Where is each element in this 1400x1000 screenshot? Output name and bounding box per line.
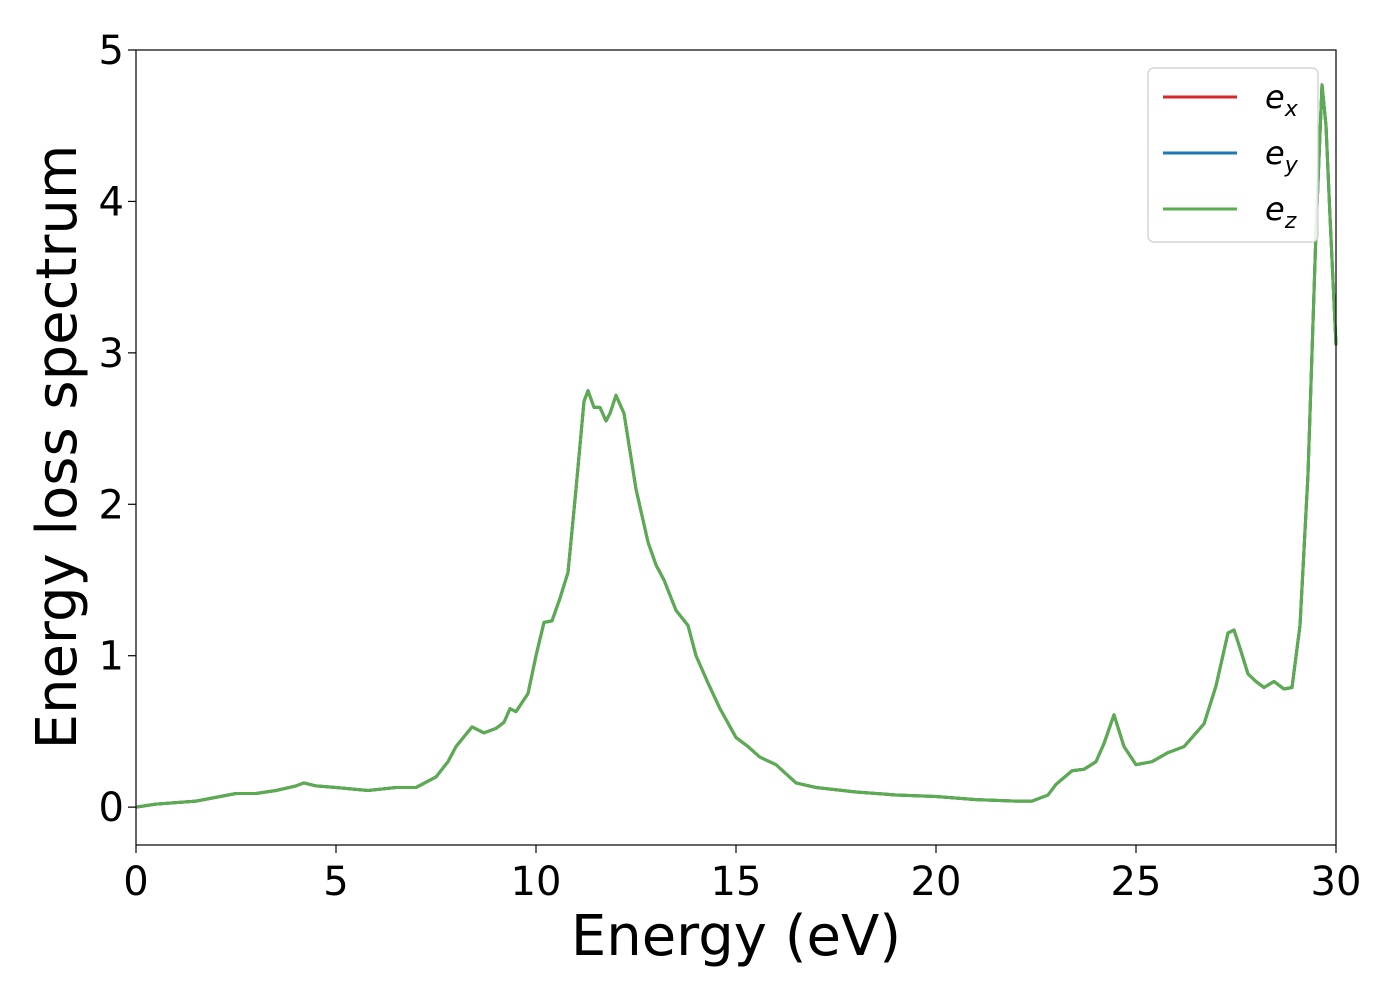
y-tick-label: 4 — [99, 179, 124, 225]
y-tick-label: 1 — [99, 634, 124, 680]
legend-box — [1147, 67, 1319, 243]
legend: ex ey ez — [1147, 67, 1319, 243]
legend-label-z: ez — [1265, 190, 1297, 234]
x-tick-label: 10 — [511, 859, 562, 905]
legend-label-x: ex — [1265, 78, 1299, 122]
y-tick-label: 3 — [99, 331, 124, 377]
x-tick-label: 5 — [323, 859, 348, 905]
x-tick-label: 25 — [1111, 859, 1162, 905]
y-axis-title: Energy loss spectrum — [25, 145, 90, 750]
x-axis-title: Energy (eV) — [571, 904, 901, 969]
x-tick-label: 20 — [911, 859, 962, 905]
x-tick-label: 15 — [711, 859, 762, 905]
x-tick-label: 0 — [123, 859, 148, 905]
series-line-z — [135, 83, 1338, 809]
series-lines — [135, 83, 1338, 809]
x-tick-label: 30 — [1311, 859, 1362, 905]
y-tick-label: 5 — [99, 28, 124, 74]
y-axis-ticks: 0 1 2 3 4 5 — [99, 28, 136, 831]
legend-label-y: ey — [1265, 134, 1299, 178]
x-axis-ticks: 0 5 10 15 20 25 30 — [123, 845, 1361, 905]
y-tick-label: 2 — [99, 482, 124, 528]
y-tick-label: 0 — [99, 785, 124, 831]
